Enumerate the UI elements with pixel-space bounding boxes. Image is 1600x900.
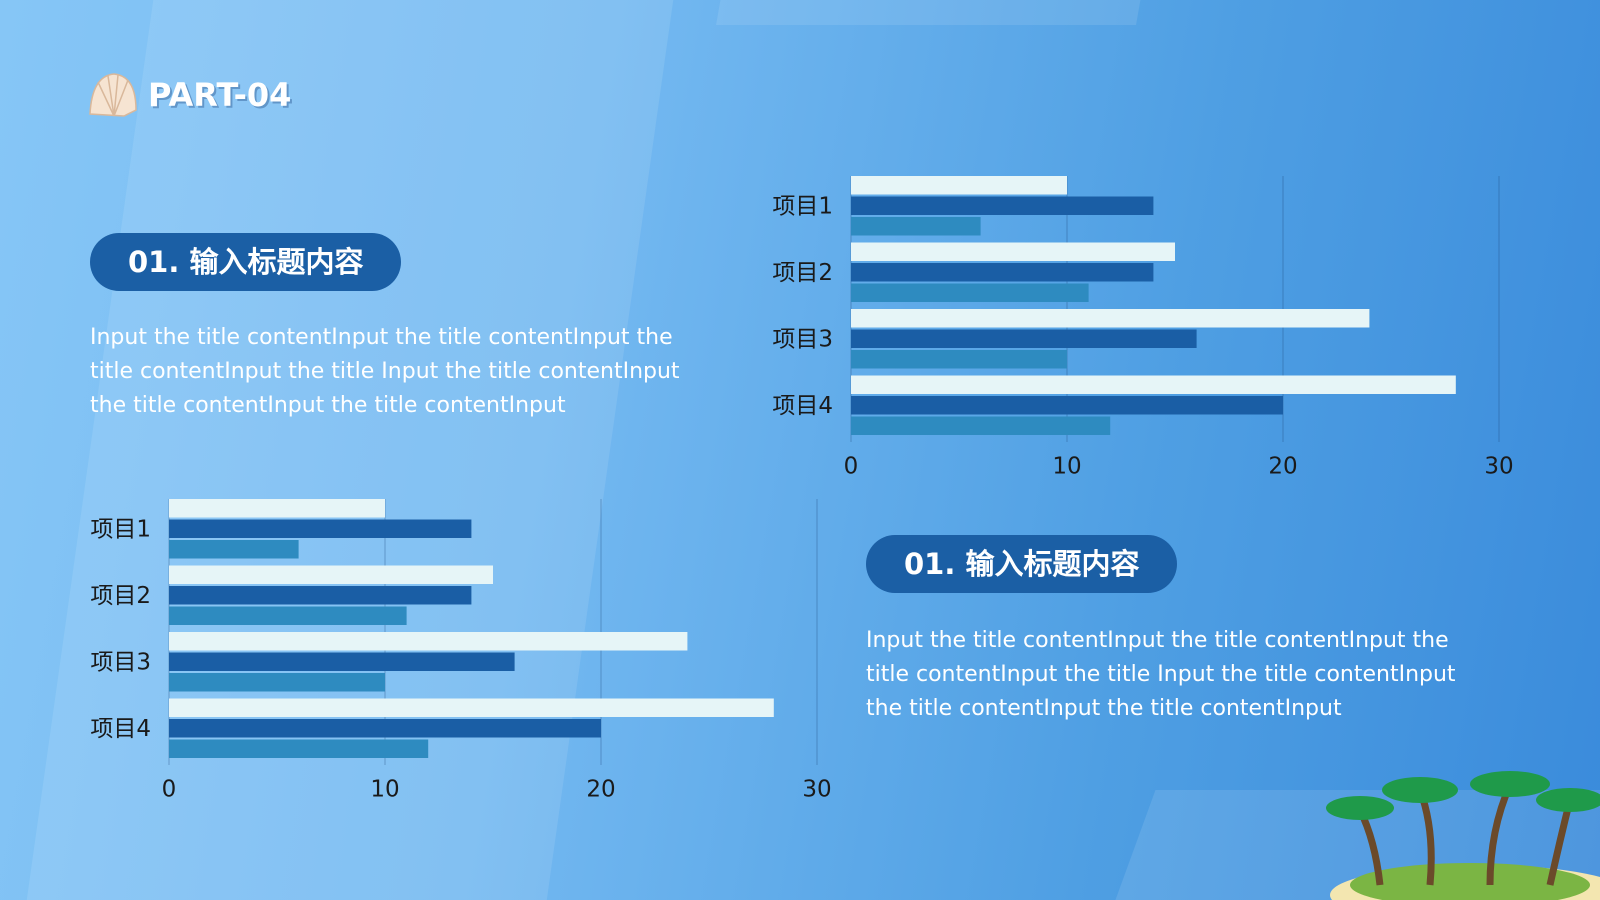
bar [851, 217, 981, 236]
bar [851, 196, 1154, 215]
category-label: 项目3 [772, 326, 833, 352]
x-tick-label: 30 [802, 777, 831, 803]
bar [851, 283, 1089, 302]
section-text: Input the title contentInput the title c… [866, 628, 1456, 721]
x-tick-label: 10 [370, 777, 399, 803]
category-label: 项目1 [90, 516, 151, 542]
x-tick-label: 0 [844, 454, 859, 480]
bar [169, 673, 385, 692]
bar [169, 519, 472, 538]
category-label: 项目4 [90, 716, 151, 742]
bar [169, 739, 429, 758]
shell-icon [89, 73, 137, 117]
bar [851, 416, 1111, 435]
category-label: 项目2 [772, 260, 833, 286]
category-label: 项目3 [90, 649, 151, 675]
section-heading: 01. 输入标题内容 [866, 535, 1178, 593]
section-text: Input the title contentInput the title c… [90, 325, 680, 418]
bar [169, 499, 385, 518]
bar [851, 242, 1175, 261]
bar [169, 606, 407, 625]
bar [851, 176, 1067, 195]
x-tick-label: 20 [586, 777, 615, 803]
x-tick-label: 0 [162, 777, 177, 803]
bar [169, 540, 299, 559]
bar [169, 565, 493, 584]
category-label: 项目2 [90, 583, 151, 609]
bar [169, 698, 774, 717]
bar [851, 263, 1154, 282]
bar [169, 719, 601, 738]
category-label: 项目4 [772, 393, 833, 419]
section-heading: 01. 输入标题内容 [90, 233, 402, 291]
x-tick-label: 20 [1268, 454, 1297, 480]
bar [169, 652, 515, 671]
x-tick-label: 10 [1052, 454, 1081, 480]
bar [851, 375, 1456, 394]
category-label: 项目1 [772, 193, 833, 219]
bar [851, 396, 1283, 415]
palm-trees [1326, 771, 1600, 900]
bar [169, 586, 472, 605]
bar [851, 350, 1067, 369]
bar [851, 329, 1197, 348]
bar [851, 309, 1370, 328]
bar [169, 632, 688, 651]
part-title: PART-04 [148, 76, 292, 114]
x-tick-label: 30 [1484, 454, 1513, 480]
